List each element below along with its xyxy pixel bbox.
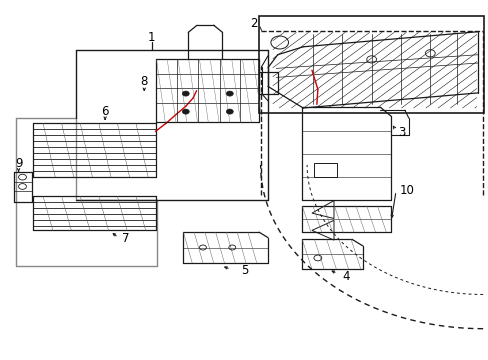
- Circle shape: [182, 91, 189, 96]
- Text: 8: 8: [140, 75, 148, 87]
- Text: 5: 5: [240, 264, 248, 277]
- Circle shape: [182, 109, 189, 114]
- Circle shape: [226, 109, 233, 114]
- Bar: [259, 16, 483, 113]
- Text: 7: 7: [122, 232, 130, 245]
- Circle shape: [226, 91, 233, 96]
- Text: 6: 6: [101, 105, 109, 118]
- Bar: [314, 163, 337, 177]
- Text: 10: 10: [399, 184, 413, 197]
- Text: 9: 9: [15, 157, 22, 170]
- Text: 3: 3: [397, 126, 405, 139]
- Text: 1: 1: [147, 31, 155, 44]
- Text: 2: 2: [250, 17, 258, 30]
- Text: 4: 4: [342, 270, 349, 283]
